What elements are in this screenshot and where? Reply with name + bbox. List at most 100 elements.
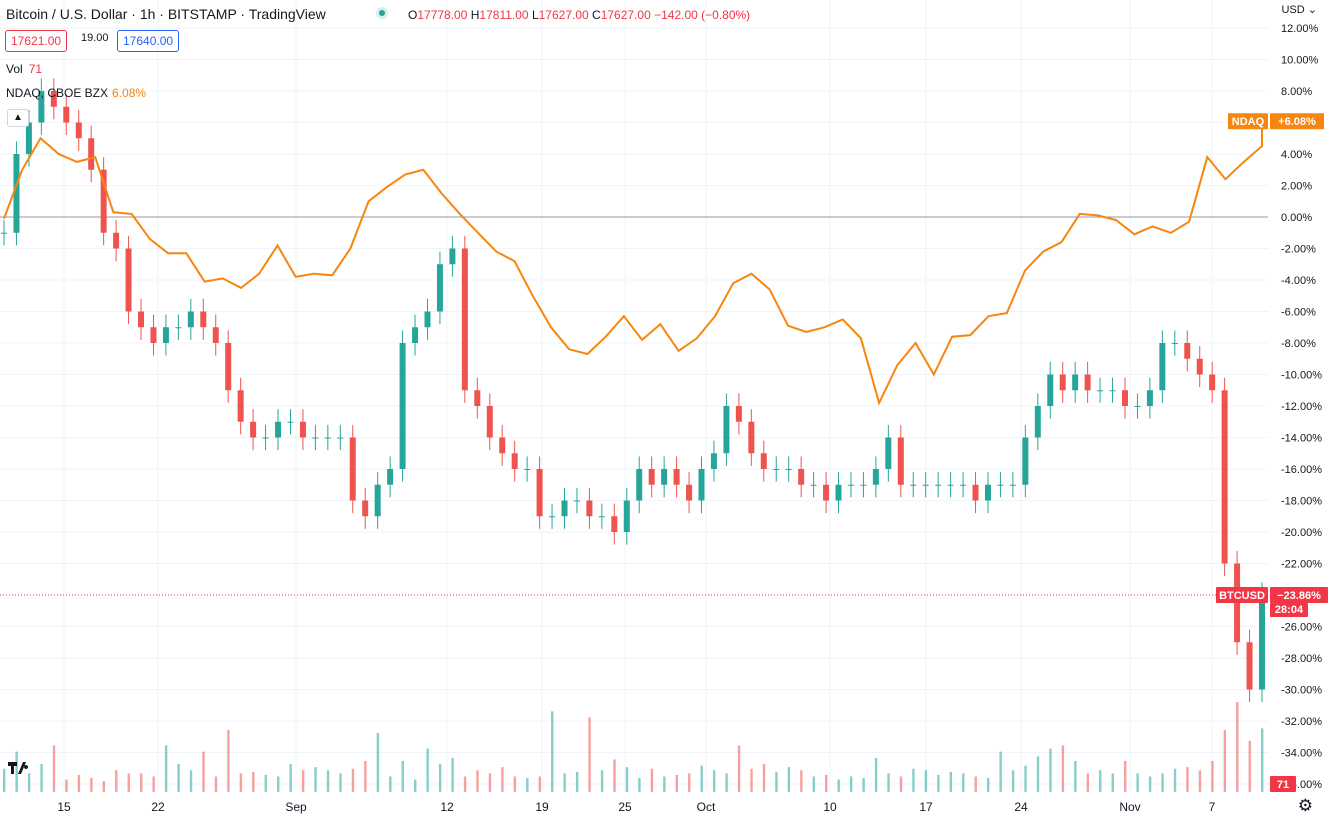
candle-body [673, 469, 680, 485]
volume-bar [414, 779, 417, 792]
volume-bar [189, 770, 193, 792]
tradingview-logo-icon[interactable] [8, 760, 34, 781]
volume-bar [177, 764, 180, 792]
candle-body [125, 248, 132, 312]
close-label: C [592, 8, 601, 22]
volume-bar [1186, 767, 1189, 792]
volume-bar [1049, 748, 1052, 792]
high-value: 17811.00 [479, 8, 529, 22]
candle-body [13, 154, 20, 233]
y-tick-label: -2.00% [1281, 244, 1316, 256]
symbol-title[interactable]: Bitcoin / U.S. Dollar · 1h · BITSTAMP · … [6, 6, 326, 22]
volume-legend[interactable]: Vol 71 [6, 62, 42, 76]
currency-selector[interactable]: USD ⌄ [1281, 3, 1317, 16]
open-value: 17778.00 [417, 8, 468, 22]
candle-body [798, 469, 805, 485]
candle-body [412, 327, 419, 343]
candle-body [686, 484, 693, 501]
candle-body [947, 484, 954, 486]
ndaq-value-badge: +6.08% [1278, 116, 1316, 128]
volume-bar [438, 764, 442, 792]
volume-bar [600, 770, 604, 792]
candle-body [287, 421, 294, 423]
volume-bar [912, 768, 915, 792]
candle-body [760, 453, 767, 469]
volume-bar [264, 774, 267, 792]
volume-bar [115, 770, 118, 792]
volume-bar [1236, 702, 1239, 792]
candle-body [1246, 642, 1253, 690]
candle-body [250, 421, 257, 438]
volume-bar [90, 778, 93, 792]
y-axis: 12.00%10.00%8.00%6.00%4.00%2.00%0.00%-2.… [1281, 23, 1322, 791]
candle-body [337, 437, 344, 439]
candle-body [698, 469, 705, 501]
volume-bar [52, 745, 56, 792]
volume-bar [301, 770, 305, 792]
y-tick-label: -8.00% [1281, 338, 1316, 350]
candle-body [212, 327, 219, 343]
volume-bar [252, 771, 255, 792]
volume-bar [1086, 773, 1090, 792]
volume-bar [862, 778, 865, 792]
candle-body [524, 469, 531, 470]
candle-body [847, 484, 854, 486]
volume-bar [725, 773, 728, 792]
volume-bar [688, 773, 691, 792]
candle-body [710, 453, 717, 469]
candle-body [1109, 390, 1116, 392]
candle-body [1059, 374, 1066, 391]
volume-bar [314, 767, 317, 792]
volume-bar [588, 717, 591, 792]
volume-bar [426, 748, 429, 792]
candle-body [623, 500, 630, 532]
chevron-up-icon[interactable]: ▲ [7, 109, 29, 127]
volume-bar [825, 774, 828, 792]
volume-legend-label: Vol [6, 62, 23, 76]
gear-icon[interactable]: ⚙ [1297, 796, 1313, 815]
volume-bar [214, 776, 218, 792]
volume-bar [613, 759, 616, 792]
candle-body [374, 484, 381, 517]
candle-body [88, 138, 95, 170]
volume-bar [1198, 770, 1202, 792]
volume-bar [227, 729, 230, 792]
candle-body [549, 516, 556, 518]
chevron-down-icon: ⌄ [1307, 4, 1317, 16]
volume-bar [800, 770, 803, 792]
x-tick-label: 17 [919, 800, 933, 814]
volume-bar [40, 764, 43, 792]
candle-body [1196, 358, 1203, 375]
y-tick-label: 12.00% [1281, 23, 1319, 35]
volume-bar [712, 770, 716, 792]
y-tick-label: 0.00% [1281, 212, 1312, 224]
buy-button[interactable]: 17640.00 [117, 30, 180, 52]
volume-bar [451, 757, 454, 792]
y-tick-label: -30.00% [1281, 685, 1322, 697]
volume-bar [239, 773, 243, 792]
candle-body [63, 106, 70, 123]
volume-bar [289, 764, 292, 792]
candle-body [436, 264, 443, 312]
x-tick-label: 12 [440, 800, 454, 814]
candle-body [810, 484, 817, 486]
candle-body [262, 437, 269, 439]
volume-bar [575, 771, 579, 792]
compare-legend[interactable]: NDAQ, CBOE BZX 6.08% [6, 86, 146, 100]
candle-body [499, 437, 506, 454]
volume-bar [463, 776, 467, 792]
candle-body [1084, 374, 1091, 391]
sell-button[interactable]: 17621.00 [5, 30, 68, 52]
y-tick-label: -16.00% [1281, 464, 1322, 476]
candle-body [162, 327, 169, 343]
candle-body [200, 311, 207, 328]
volume-bar [538, 776, 541, 792]
ndaq-compare-line [3, 121, 1263, 406]
volume-bar [563, 773, 566, 792]
ndaq-name-badge: NDAQ [1232, 116, 1265, 128]
volume-bar [812, 776, 816, 792]
candle-body [773, 469, 780, 470]
volume-bar [339, 773, 342, 792]
candle-body [922, 484, 929, 486]
